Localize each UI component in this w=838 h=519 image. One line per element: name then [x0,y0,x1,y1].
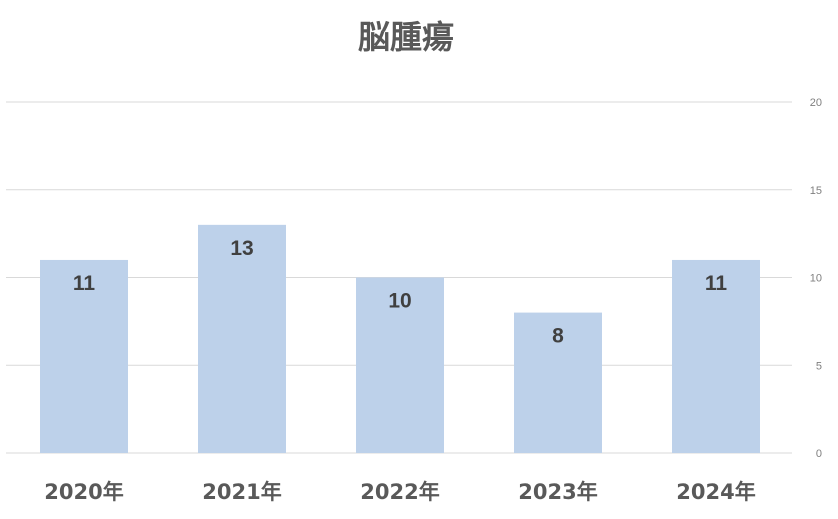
bar-2023年 [514,312,602,453]
bar-2021年 [198,224,286,453]
y-axis-ticks: 0 5 10 15 20 [810,97,822,460]
x-tick-label: 2020年 [44,480,123,504]
y-tick-label: 15 [810,185,822,197]
y-tick-label: 0 [816,448,822,460]
bar-2020年 [40,259,128,453]
x-axis-ticks: 2020年 2021年 2022年 2023年 2024年 [44,480,755,504]
x-tick-label: 2021年 [202,480,281,504]
bars [40,224,760,453]
y-tick-label: 5 [816,360,822,372]
data-label: 11 [705,272,728,295]
x-tick-label: 2023年 [518,480,597,504]
data-label: 13 [230,237,253,260]
data-label: 10 [388,290,411,313]
bar-2024年 [672,259,760,453]
y-tick-label: 20 [810,97,822,109]
y-tick-label: 10 [810,273,822,285]
bar-2022年 [356,277,444,453]
x-tick-label: 2024年 [676,480,755,504]
chart-title: 脳腫瘍 [358,18,454,56]
x-tick-label: 2022年 [360,480,439,504]
data-label: 8 [552,325,564,348]
data-label: 11 [73,272,96,295]
data-labels: 11 13 10 8 11 [73,237,728,348]
